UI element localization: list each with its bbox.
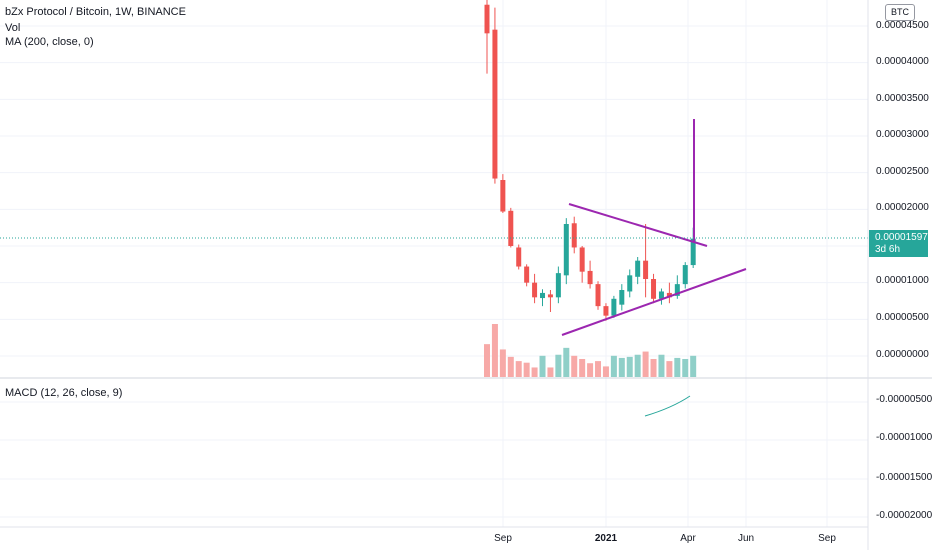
macd-tick-label: -0.00002000 bbox=[876, 510, 932, 521]
candle-body bbox=[635, 260, 641, 277]
volume-bar bbox=[555, 354, 562, 377]
x-tick-label: Sep bbox=[818, 533, 836, 544]
candle-body bbox=[492, 29, 498, 179]
volume-bar bbox=[642, 351, 649, 377]
volume-bar bbox=[579, 358, 586, 377]
x-tick-label: Apr bbox=[680, 533, 696, 544]
volume-bar bbox=[571, 355, 578, 377]
y-tick-label: 0.00004500 bbox=[876, 20, 929, 31]
candle-body bbox=[563, 224, 569, 276]
volume-bar bbox=[626, 356, 633, 377]
candle-body bbox=[500, 180, 506, 212]
drawings bbox=[561, 119, 747, 336]
chart-title: bZx Protocol / Bitcoin, 1W, BINANCE bbox=[5, 6, 186, 18]
y-tick-label: 0.00002500 bbox=[876, 166, 929, 177]
candles bbox=[484, 0, 696, 321]
candle-body bbox=[603, 306, 609, 316]
y-tick-label: 0.00004000 bbox=[876, 56, 929, 67]
candle-body bbox=[547, 294, 553, 298]
volume-bar bbox=[539, 355, 546, 377]
macd-tick-label: -0.00001500 bbox=[876, 472, 932, 483]
volume-bar bbox=[523, 362, 530, 377]
candle-body bbox=[524, 266, 530, 283]
candle-body bbox=[532, 282, 538, 298]
candle-body bbox=[611, 298, 617, 316]
macd-tick-label: -0.00000500 bbox=[876, 394, 932, 405]
candle-body bbox=[619, 290, 625, 305]
macd-line bbox=[644, 395, 691, 417]
volume-bar bbox=[587, 363, 594, 377]
volume-bar bbox=[618, 357, 625, 377]
candle-body bbox=[484, 4, 490, 34]
volume-bar bbox=[682, 358, 689, 377]
macd-tick-label: -0.00001000 bbox=[876, 432, 932, 443]
y-tick-label: 0.00003000 bbox=[876, 129, 929, 140]
candle-body bbox=[674, 284, 680, 296]
macd-label: MACD (12, 26, close, 9) bbox=[5, 387, 123, 399]
y-tick-label: 0.00000000 bbox=[876, 349, 929, 360]
candle-body bbox=[643, 260, 649, 279]
candle-body bbox=[666, 292, 672, 298]
trendline-upper bbox=[568, 203, 708, 247]
volume-bar bbox=[602, 366, 609, 377]
volume-bar bbox=[658, 354, 665, 377]
x-tick-label: 2021 bbox=[594, 533, 618, 544]
candle-body bbox=[682, 265, 688, 285]
volume-bar bbox=[547, 367, 554, 377]
volume-bar bbox=[674, 357, 681, 377]
candle-body bbox=[587, 270, 593, 285]
candle-body bbox=[579, 247, 585, 272]
y-tick-label: 0.00003500 bbox=[876, 93, 929, 104]
volume-bars bbox=[484, 324, 697, 377]
x-tick-label: Jun bbox=[737, 533, 755, 544]
last-price-tag: 0.00001597 3d 6h bbox=[869, 230, 928, 257]
candle-body bbox=[651, 279, 657, 299]
volume-bar bbox=[484, 344, 490, 377]
volume-bar bbox=[634, 354, 641, 377]
volume-bar bbox=[491, 324, 498, 377]
y-tick-label: 0.00002000 bbox=[876, 202, 929, 213]
candle-body bbox=[595, 284, 601, 307]
volume-bar bbox=[499, 349, 506, 377]
candle-body bbox=[690, 238, 696, 266]
volume-bar bbox=[507, 356, 514, 377]
candle-body bbox=[555, 273, 561, 298]
y-tick-label: 0.00001000 bbox=[876, 275, 929, 286]
volume-bar bbox=[563, 347, 570, 377]
volume-bar bbox=[515, 361, 522, 377]
candle-body bbox=[627, 275, 633, 292]
volume-bar bbox=[595, 361, 602, 377]
x-tick-label: Sep bbox=[494, 533, 512, 544]
last-price-value: 0.00001597 bbox=[875, 232, 928, 243]
vol-label: Vol bbox=[5, 22, 21, 34]
candle-body bbox=[508, 210, 514, 246]
y-tick-label: 0.00000500 bbox=[876, 312, 929, 323]
candle-body bbox=[516, 247, 522, 267]
volume-bar bbox=[690, 355, 697, 377]
grid bbox=[0, 0, 868, 527]
volume-bar bbox=[666, 361, 673, 377]
bar-countdown: 3d 6h bbox=[875, 244, 901, 255]
volume-bar bbox=[650, 358, 657, 377]
trendline-lower bbox=[561, 268, 747, 336]
candle-body bbox=[571, 223, 577, 248]
candle-body bbox=[658, 291, 664, 299]
candle-body bbox=[540, 292, 546, 299]
ma-label: MA (200, close, 0) bbox=[5, 36, 94, 48]
volume-bar bbox=[610, 355, 617, 377]
volume-bar bbox=[531, 367, 538, 377]
currency-badge[interactable]: BTC bbox=[885, 4, 915, 21]
